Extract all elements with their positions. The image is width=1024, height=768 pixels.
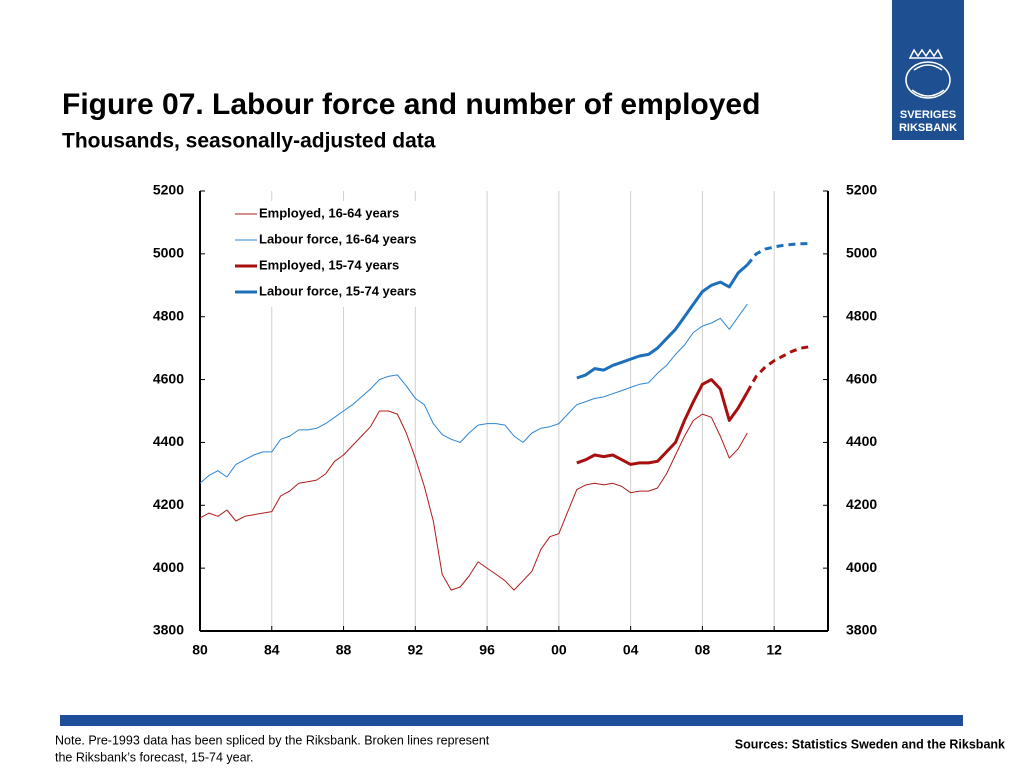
y2-tick-label: 5200 xyxy=(846,182,877,198)
y-tick-label: 4600 xyxy=(153,370,184,386)
note: Note. Pre-1993 data has been spliced by … xyxy=(55,733,490,747)
y-tick-label: 4800 xyxy=(153,307,184,323)
forecast-line xyxy=(746,242,811,266)
legend-label: Employed, 15-74 years xyxy=(259,257,399,272)
y-tick-label: 5200 xyxy=(153,182,184,198)
forecast-line xyxy=(745,345,811,393)
series-line xyxy=(576,263,749,380)
y2-tick-label: 4000 xyxy=(846,559,877,575)
y2-tick-label: 4600 xyxy=(846,370,877,386)
y2-tick-label: 4800 xyxy=(846,307,877,323)
series-line xyxy=(576,378,749,466)
logo-text: RIKSBANK xyxy=(899,122,957,134)
x-tick-label: 92 xyxy=(408,642,424,658)
logo-emblem xyxy=(905,48,951,99)
logo-text: SVERIGES xyxy=(900,109,956,121)
y2-tick-label: 4400 xyxy=(846,433,877,449)
chart-title: Figure 07. Labour force and number of em… xyxy=(62,88,760,121)
footer-bar xyxy=(60,715,963,726)
legend-label: Labour force, 16-64 years xyxy=(259,231,417,246)
x-tick-label: 84 xyxy=(264,642,280,658)
y2-tick-label: 5000 xyxy=(846,245,877,261)
x-tick-label: 96 xyxy=(479,642,495,658)
y2-tick-label: 3800 xyxy=(846,622,877,638)
legend-label: Employed, 16-64 years xyxy=(259,205,399,220)
y2-tick-label: 4200 xyxy=(846,496,877,512)
x-tick-label: 12 xyxy=(766,642,782,658)
chart-subtitle: Thousands, seasonally-adjusted data xyxy=(62,130,436,153)
plot: 80 84 88 92 96 00 04 08 12 3800 4000 4200 4400 4600 48… xyxy=(153,182,878,658)
y-tick-label: 5000 xyxy=(153,245,184,261)
y-tick-label: 4400 xyxy=(153,433,184,449)
note: the Riksbank’s forecast, 15-74 year. xyxy=(55,750,254,764)
x-tick-label: 08 xyxy=(695,642,711,658)
x-tick-label: 04 xyxy=(623,642,639,658)
legend-label: Labour force, 15-74 years xyxy=(259,283,417,298)
legend-box xyxy=(232,201,452,307)
sources: Sources: Statistics Sweden and the Riksb… xyxy=(735,737,1005,751)
y-tick-label: 3800 xyxy=(153,622,184,638)
logo-box xyxy=(892,0,964,140)
series-line xyxy=(199,303,748,484)
x-tick-label: 00 xyxy=(551,642,567,658)
y-tick-label: 4000 xyxy=(153,559,184,575)
x-tick-label: 88 xyxy=(336,642,352,658)
x-tick-label: 80 xyxy=(192,642,208,658)
y-tick-label: 4200 xyxy=(153,496,184,512)
series-line xyxy=(199,410,748,591)
